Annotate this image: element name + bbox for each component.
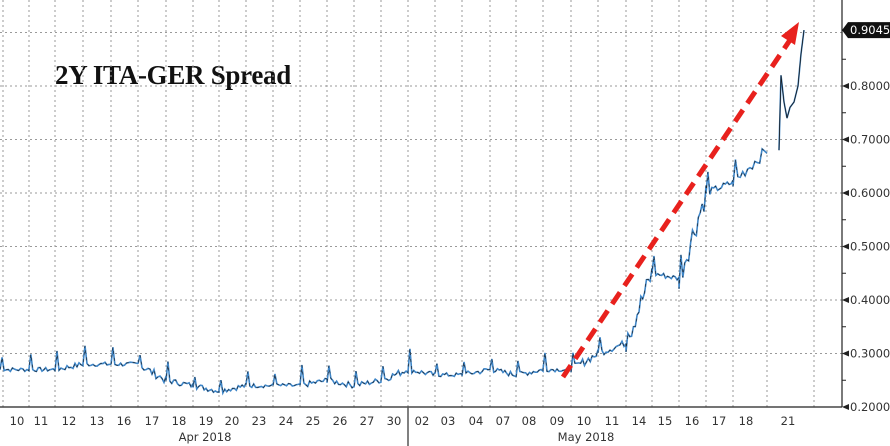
x-tick-label: 14 bbox=[632, 414, 647, 428]
x-tick-label: 12 bbox=[62, 414, 77, 428]
trend-arrow-icon bbox=[560, 22, 799, 379]
x-tick-label: 02 bbox=[415, 414, 430, 428]
y-tick-label: 0.8000 bbox=[850, 79, 890, 93]
x-tick-label: 26 bbox=[333, 414, 348, 428]
spread-series-line bbox=[0, 29, 805, 396]
x-tick-label: 10 bbox=[577, 414, 592, 428]
x-tick-label: 24 bbox=[279, 414, 294, 428]
x-tick-label: 27 bbox=[360, 414, 375, 428]
x-tick-label: 19 bbox=[199, 414, 214, 428]
x-tick-label: 11 bbox=[605, 414, 620, 428]
x-tick-label: 17 bbox=[712, 414, 727, 428]
y-tick-label: 0.4000 bbox=[850, 293, 890, 307]
x-axis-labels: 10 11 12 13 16 17 18 19 20 23 24 25 26 27 30 02 03 04 07 08… bbox=[10, 414, 796, 444]
y-tick-label: 0.5000 bbox=[850, 240, 890, 254]
x-tick-label: 15 bbox=[658, 414, 673, 428]
month-label-apr: Apr 2018 bbox=[179, 430, 232, 444]
y-tick-label: 0.6000 bbox=[850, 186, 890, 200]
x-tick-label: 23 bbox=[252, 414, 267, 428]
x-tick-label: 03 bbox=[441, 414, 456, 428]
y-tick-label: 0.7000 bbox=[850, 133, 890, 147]
x-tick-label: 30 bbox=[387, 414, 402, 428]
x-tick-label: 08 bbox=[522, 414, 537, 428]
x-tick-label: 25 bbox=[306, 414, 321, 428]
x-tick-label: 13 bbox=[90, 414, 105, 428]
x-tick-label: 21 bbox=[781, 414, 796, 428]
x-tick-label: 10 bbox=[10, 414, 25, 428]
x-tick-label: 07 bbox=[496, 414, 511, 428]
x-tick-label: 18 bbox=[739, 414, 754, 428]
month-label-may: May 2018 bbox=[558, 430, 615, 444]
axes bbox=[0, 0, 846, 446]
x-tick-label: 11 bbox=[34, 414, 49, 428]
y-axis-labels: 0.2000 0.3000 0.4000 0.5000 0.6000 0.7000 0.80… bbox=[842, 22, 890, 414]
last-value-badge bbox=[842, 22, 890, 39]
x-tick-label: 09 bbox=[550, 414, 565, 428]
y-tick-label: 0.2000 bbox=[850, 400, 890, 414]
y-tick-label: 0.3000 bbox=[850, 347, 890, 361]
x-tick-label: 16 bbox=[685, 414, 700, 428]
x-tick-label: 17 bbox=[145, 414, 160, 428]
x-tick-label: 16 bbox=[117, 414, 132, 428]
x-tick-label: 04 bbox=[469, 414, 484, 428]
last-value-label: 0.9045 bbox=[850, 23, 890, 37]
grid-lines bbox=[0, 0, 842, 408]
x-tick-label: 20 bbox=[225, 414, 240, 428]
x-tick-label: 18 bbox=[172, 414, 187, 428]
chart-title: 2Y ITA-GER Spread bbox=[55, 60, 291, 90]
